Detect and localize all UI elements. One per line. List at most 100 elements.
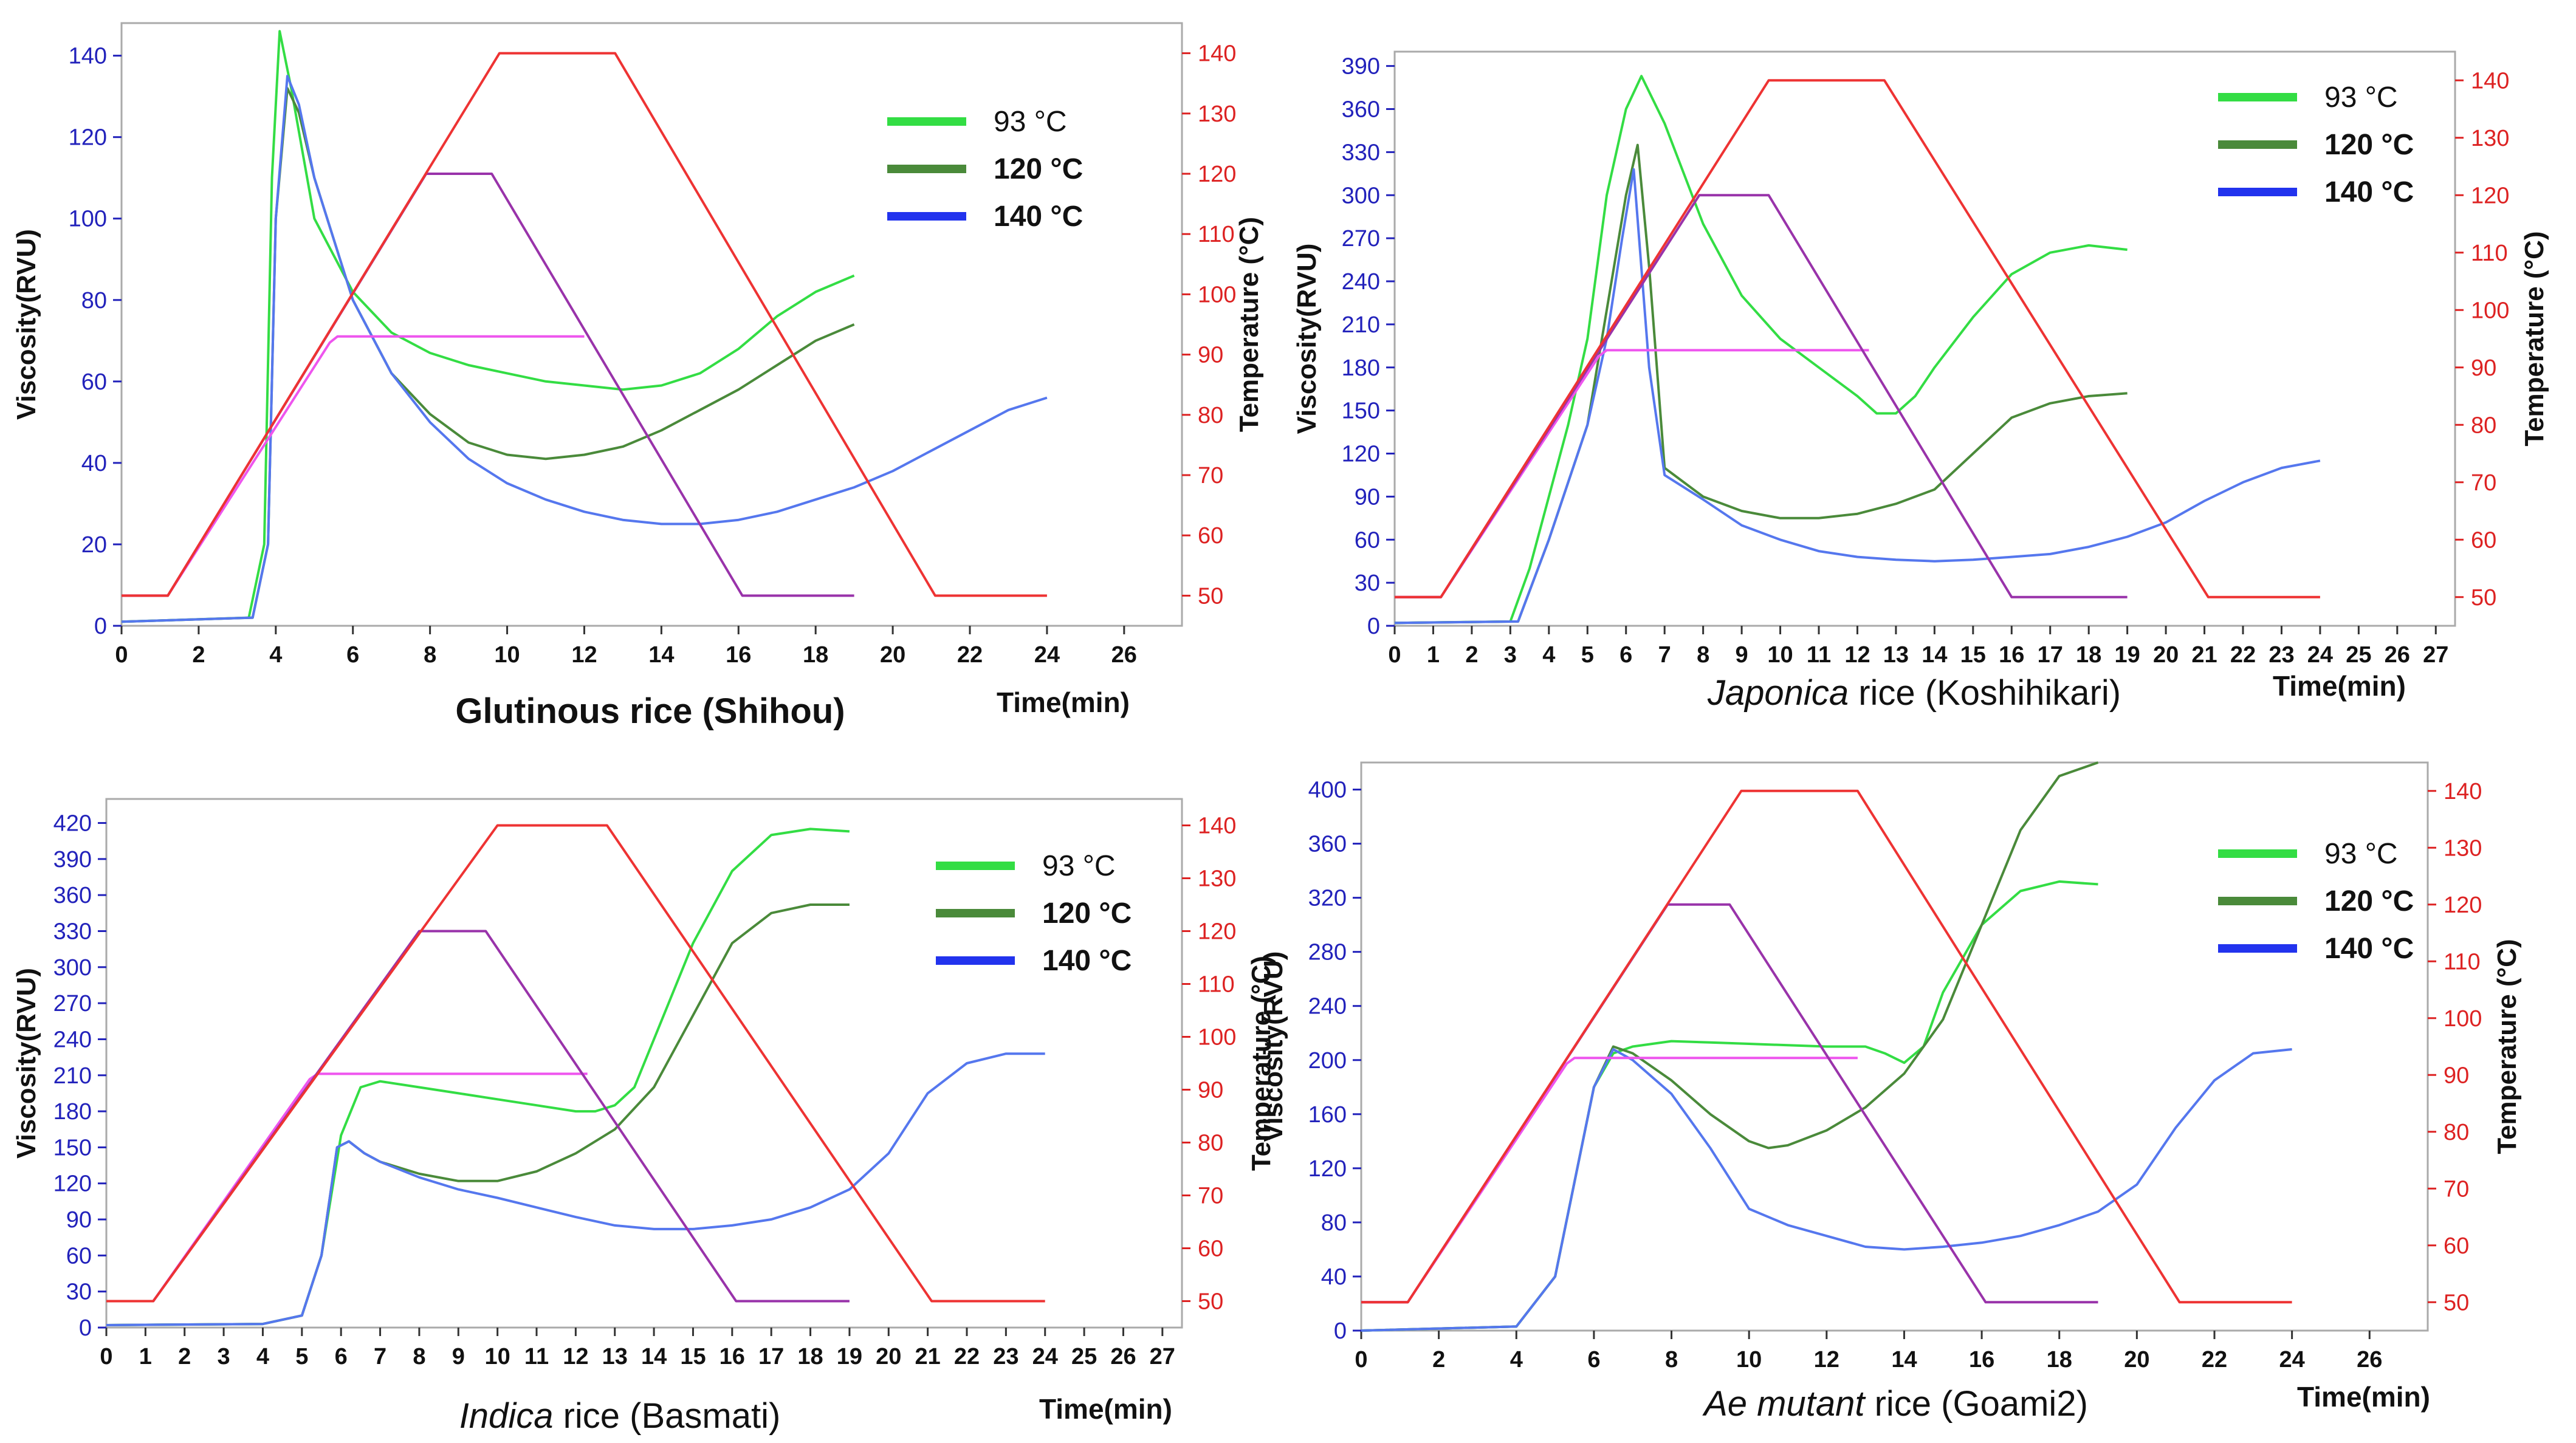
y-tick-label: 240	[1342, 269, 1380, 295]
series-line	[106, 903, 850, 1326]
plot-frame	[1360, 761, 2429, 1332]
y-tick-label: 360	[1342, 97, 1380, 123]
x-tick-label: 16	[720, 1344, 745, 1369]
x-tick-label: 16	[726, 642, 751, 668]
x-tick-label: 2	[192, 642, 205, 668]
series-line	[121, 75, 1048, 623]
y-tick-label: 360	[53, 883, 92, 908]
x-tick-label: 20	[876, 1344, 901, 1369]
y-tick-label: 270	[53, 991, 92, 1016]
y-tick-label: 60	[81, 369, 107, 395]
y2-tick-label: 100	[1198, 282, 1236, 307]
y2-tick-label: 120	[2471, 183, 2509, 208]
x-tick-label: 14	[1891, 1347, 1917, 1373]
x-tick-label: 5	[295, 1344, 308, 1369]
x-tick-label: 15	[680, 1344, 706, 1369]
x-tick-label: 0	[100, 1344, 112, 1369]
y2-tick-label: 90	[2471, 355, 2496, 381]
x-tick-label: 0	[1355, 1347, 1367, 1373]
chart-panel-2: 0 1 2 3 4 5 6 7 8 9 10 11 12 13 14 15 16 17 18 19 20 21 22 23 24…	[1292, 50, 2549, 713]
x-tick-label: 24	[1034, 642, 1060, 668]
y-tick-label: 390	[1342, 54, 1380, 80]
y2-axis-label: Temperature (°C)	[1234, 217, 1264, 432]
series-line	[1361, 880, 2098, 1332]
x-tick-label: 14	[648, 642, 674, 668]
x-tick-label: 10	[1767, 642, 1793, 668]
x-tick-label: 23	[2269, 642, 2294, 668]
x-tick-label: 16	[1999, 642, 2024, 668]
y2-tick-label: 110	[1198, 222, 1235, 247]
y2-tick-label: 60	[2471, 527, 2496, 553]
y-tick-label: 330	[53, 919, 92, 945]
plot-frame	[105, 798, 1183, 1329]
y-tick-label: 60	[66, 1243, 92, 1269]
y-tick-label: 180	[1342, 355, 1380, 381]
y-tick-label: 0	[79, 1315, 92, 1341]
x-tick-label: 21	[2191, 642, 2217, 668]
x-axis-label: Time(min)	[2273, 670, 2406, 702]
x-tick-label: 22	[957, 642, 983, 668]
y2-tick-label: 130	[2444, 835, 2482, 861]
x-tick-label: 12	[563, 1344, 588, 1369]
x-tick-label: 22	[2202, 1347, 2227, 1373]
y-tick-label: 320	[1308, 886, 1347, 911]
x-tick-label: 27	[2423, 642, 2448, 668]
y-tick-label: 80	[1321, 1210, 1347, 1236]
y2-tick-label: 140	[1198, 41, 1236, 67]
y2-tick-label: 140	[2471, 68, 2509, 94]
y-tick-label: 150	[1342, 399, 1380, 424]
x-tick-label: 9	[1736, 642, 1748, 668]
y2-tick-label: 70	[1198, 463, 1223, 488]
x-axis-label: Time(min)	[1039, 1393, 1172, 1425]
y-tick-label: 300	[1342, 183, 1380, 208]
legend-label: 140 °C	[1042, 945, 1132, 977]
panel-caption-rest: Glutinous rice (Shihou)	[455, 691, 845, 731]
y2-tick-label: 80	[2471, 413, 2496, 438]
y2-tick-label: 120	[1198, 162, 1236, 187]
y2-tick-label: 50	[1198, 583, 1223, 609]
y-tick-label: 300	[53, 955, 92, 981]
y-tick-label: 20	[81, 532, 107, 558]
x-tick-label: 17	[2038, 642, 2063, 668]
chart-panel-4: 0 2 4 6 8 10 12 14 16 18 20 22 24 2604080120160200240…	[1259, 761, 2522, 1424]
y-tick-label: 200	[1308, 1048, 1347, 1074]
y-axis-label: Viscosity(RVU)	[1292, 244, 1322, 434]
y2-tick-label: 140	[2444, 779, 2482, 804]
x-tick-label: 5	[1581, 642, 1594, 668]
series-line	[1361, 1048, 2292, 1332]
series-line	[106, 930, 850, 1303]
y-tick-label: 40	[1321, 1264, 1347, 1290]
y-tick-label: 90	[1355, 484, 1380, 510]
panel-caption-italic: Ae mutant	[1702, 1384, 1866, 1424]
x-tick-label: 0	[1388, 642, 1401, 668]
y-tick-label: 330	[1342, 140, 1380, 165]
x-tick-label: 2	[1432, 1347, 1445, 1373]
x-tick-label: 18	[2047, 1347, 2072, 1373]
y-axis-label: Viscosity(RVU)	[12, 229, 41, 420]
x-axis-label: Time(min)	[2297, 1381, 2430, 1413]
y2-tick-label: 140	[1198, 814, 1236, 839]
y2-tick-label: 130	[1198, 866, 1236, 892]
x-tick-label: 17	[758, 1344, 784, 1369]
panel-caption-rest: rice (Basmati)	[553, 1396, 780, 1436]
y-tick-label: 100	[69, 207, 107, 232]
x-tick-label: 4	[269, 642, 282, 668]
series-line	[1361, 1057, 1858, 1304]
y2-axis-label: Temperature (°C)	[2519, 231, 2549, 446]
series-line	[1361, 761, 2099, 1332]
plot-frame	[120, 22, 1183, 627]
x-tick-label: 24	[1032, 1344, 1058, 1369]
y-tick-label: 120	[53, 1171, 92, 1197]
y2-tick-label: 70	[2444, 1176, 2469, 1202]
panel-caption-italic: Indica	[459, 1396, 554, 1436]
y-tick-label: 210	[53, 1063, 92, 1089]
x-tick-label: 15	[1960, 642, 1986, 668]
series-line	[1395, 79, 2320, 598]
y2-tick-label: 80	[2444, 1120, 2469, 1145]
legend-label: 120 °C	[2324, 129, 2414, 161]
y2-tick-label: 70	[2471, 470, 2496, 496]
y2-tick-label: 90	[1198, 343, 1223, 368]
x-tick-label: 3	[218, 1344, 230, 1369]
legend-label: 93 °C	[2324, 81, 2398, 114]
